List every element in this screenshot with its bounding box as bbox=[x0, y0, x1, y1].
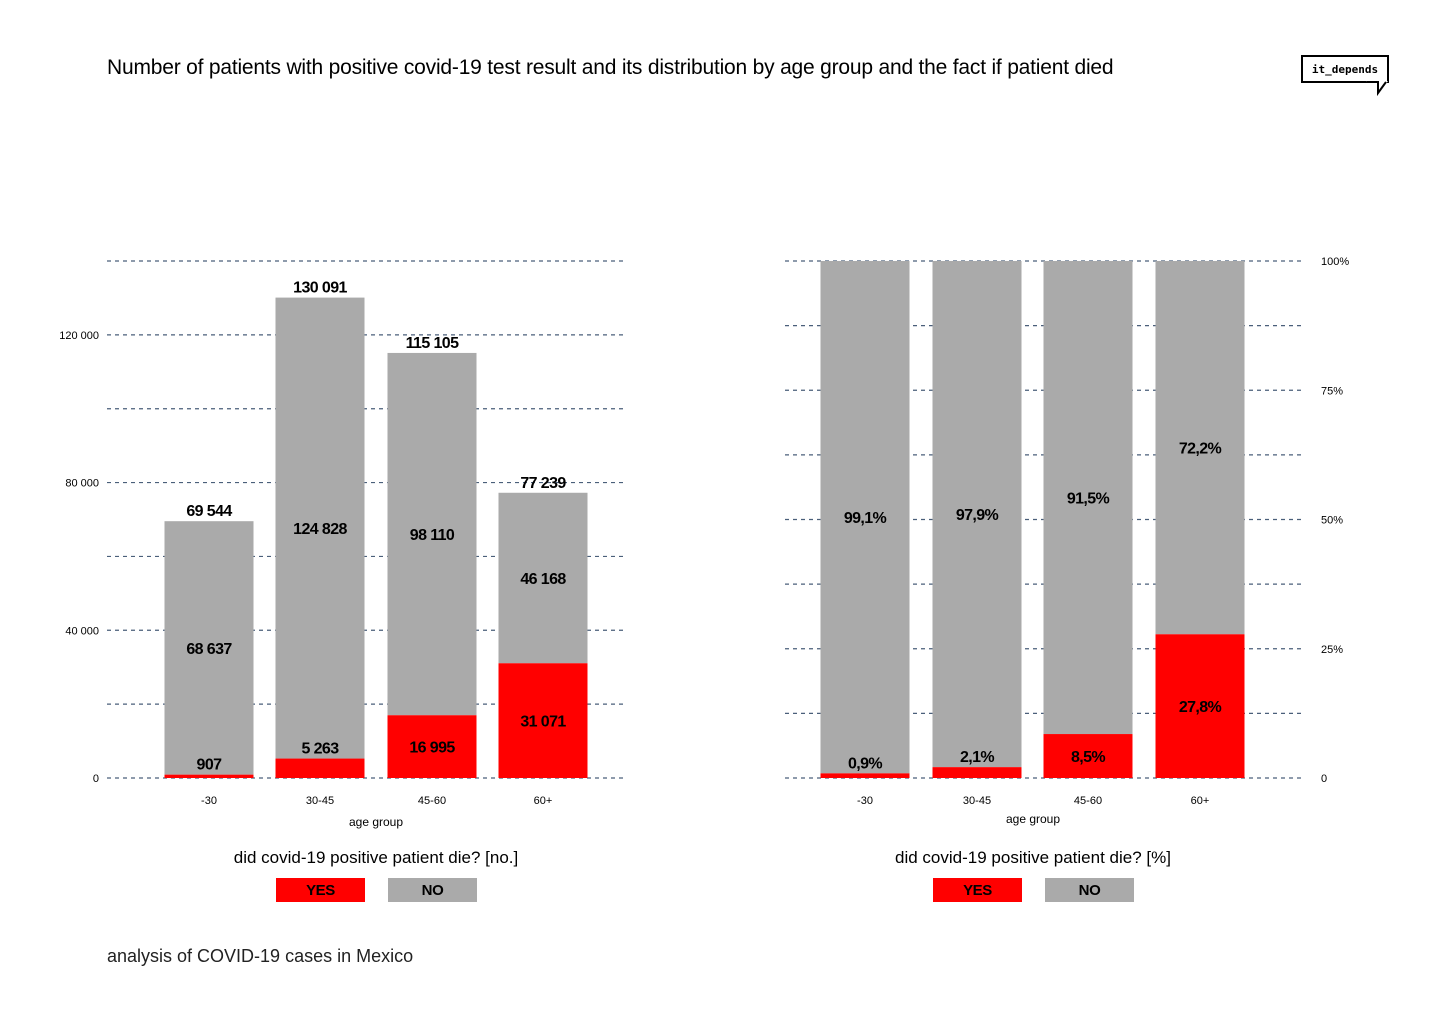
data-label-total: 115 105 bbox=[406, 335, 459, 352]
y-tick-label: 50% bbox=[1321, 515, 1343, 527]
data-label-yes: 31 071 bbox=[520, 714, 566, 731]
chart-title: Number of patients with positive covid-1… bbox=[107, 56, 1114, 79]
bar-yes--30 bbox=[820, 773, 910, 778]
data-label-no: 68 637 bbox=[186, 641, 232, 658]
data-label-yes: 5 263 bbox=[301, 741, 339, 758]
bar-no-30-45 bbox=[932, 261, 1022, 768]
legend-no-swatch-percent: NO bbox=[1045, 878, 1134, 902]
data-label-no: 46 168 bbox=[520, 571, 566, 588]
y-tick-label: 0 bbox=[1321, 773, 1327, 785]
data-label-yes: 907 bbox=[197, 757, 223, 774]
bar-yes-30-45 bbox=[932, 767, 1022, 778]
x-axis-title: age group bbox=[349, 815, 403, 829]
data-label-yes: 2,1% bbox=[960, 749, 994, 766]
legend-yes-swatch-percent: YES bbox=[933, 878, 1022, 902]
y-tick-label: 120 000 bbox=[59, 330, 99, 342]
data-label-no: 91,5% bbox=[1067, 491, 1110, 508]
x-tick-label: -30 bbox=[201, 795, 217, 807]
data-label-no: 99,1% bbox=[844, 510, 887, 527]
y-tick-label: 0 bbox=[93, 773, 99, 785]
legend-no-swatch-count: NO bbox=[388, 878, 477, 902]
absolute-count-chart: 0 40 000 80 000 120 000 68 637 907 69 544 -30 12… bbox=[59, 260, 625, 829]
x-tick-label: 60+ bbox=[534, 795, 553, 807]
bar-no-60+ bbox=[498, 492, 588, 664]
x-axis-title: age group bbox=[1006, 812, 1060, 826]
data-label-yes: 16 995 bbox=[409, 740, 455, 757]
bar-no-45-60 bbox=[1043, 261, 1133, 735]
legend-yes-swatch-count: YES bbox=[276, 878, 365, 902]
bar-no--30 bbox=[820, 261, 910, 774]
legend-title-count: did covid-19 positive patient die? [no.] bbox=[233, 848, 519, 867]
brand-logo: it_depends bbox=[1301, 55, 1389, 83]
bar-no-45-60 bbox=[387, 352, 477, 716]
y-tick-label: 40 000 bbox=[65, 625, 99, 637]
data-label-total: 130 091 bbox=[293, 280, 347, 297]
x-tick-label: 45-60 bbox=[418, 795, 446, 807]
legend-title-percent: did covid-19 positive patient die? [%] bbox=[895, 848, 1171, 867]
data-label-yes: 0,9% bbox=[848, 755, 882, 772]
percentage-chart: 0 25% 50% 75% 100% 99,1% 0,9% -30 97,9% 2,1% 30-45… bbox=[785, 256, 1349, 826]
data-label-no: 72,2% bbox=[1179, 441, 1222, 458]
bar-yes--30 bbox=[164, 774, 254, 778]
x-tick-label: 45-60 bbox=[1074, 795, 1102, 807]
bar-yes-60+ bbox=[1155, 634, 1245, 778]
x-tick-label: 30-45 bbox=[963, 795, 991, 807]
y-tick-label: 75% bbox=[1321, 385, 1343, 397]
data-label-no: 98 110 bbox=[410, 527, 455, 544]
y-tick-label: 80 000 bbox=[65, 478, 99, 490]
x-tick-label: 30-45 bbox=[306, 795, 334, 807]
bar-yes-45-60 bbox=[1043, 734, 1133, 778]
data-label-total: 77 239 bbox=[520, 475, 566, 492]
bar-no-30-45 bbox=[275, 297, 365, 759]
bar-yes-30-45 bbox=[275, 758, 365, 778]
data-label-yes: 27,8% bbox=[1179, 699, 1222, 716]
data-label-no: 124 828 bbox=[293, 521, 347, 538]
caption: analysis of COVID-19 cases in Mexico bbox=[107, 946, 414, 966]
bar-no-60+ bbox=[1155, 261, 1245, 635]
x-tick-label: 60+ bbox=[1191, 795, 1210, 807]
y-tick-label: 25% bbox=[1321, 644, 1343, 656]
x-tick-label: -30 bbox=[857, 795, 873, 807]
bar-yes-45-60 bbox=[387, 715, 477, 778]
y-tick-label: 100% bbox=[1321, 256, 1349, 268]
data-label-total: 69 544 bbox=[186, 503, 232, 520]
bar-yes-60+ bbox=[498, 663, 588, 778]
data-label-yes: 8,5% bbox=[1071, 749, 1105, 766]
bar-no--30 bbox=[164, 521, 254, 775]
data-label-no: 97,9% bbox=[956, 507, 999, 524]
logo-tail-icon bbox=[1366, 81, 1388, 97]
